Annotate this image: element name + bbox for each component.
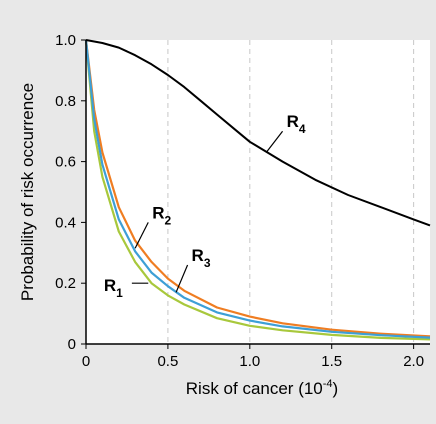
series-line-r4: [85, 39, 431, 227]
x-axis-title: Risk of cancer (10-4): [186, 378, 338, 398]
x-tick-label: 1.5: [321, 353, 342, 370]
x-axis-title-close: ): [333, 379, 339, 398]
x-tick-label: 0: [82, 353, 90, 370]
x-axis-title-exponent: -4: [323, 378, 333, 390]
series-line-r2: [84, 39, 431, 338]
axes: 0 0.2 0.4 0.6 0.8 1.0 0 0.5 1.0 1.5 2.0: [55, 32, 430, 370]
plot-area: [86, 40, 430, 344]
x-tick-label: 2.0: [403, 353, 424, 370]
series-line-r1: [84, 39, 431, 341]
x-tick-label: 0.5: [157, 353, 178, 370]
y-tick-label: 0.8: [55, 93, 76, 110]
y-tick-label: 0.6: [55, 154, 76, 171]
series-labels: R1 R2 R3 R4: [104, 112, 306, 300]
y-axis-title: Probability of risk occurrence: [18, 83, 37, 301]
label-leader-r4: [265, 130, 284, 153]
series-label-r4: R4: [287, 112, 306, 136]
x-tick-label: 1.0: [239, 353, 260, 370]
y-tick-label: 1.0: [55, 32, 76, 49]
label-leader-r2: [134, 222, 149, 249]
grid: [167, 40, 415, 344]
series-label-r2: R2: [152, 203, 171, 227]
x-axis-title-text: Risk of cancer (10: [186, 379, 323, 398]
y-tick-label: 0.4: [55, 214, 76, 231]
series-label-r3: R3: [192, 246, 211, 270]
label-leader-r3: [175, 264, 189, 293]
series-label-r1: R1: [104, 276, 123, 300]
y-tick-label: 0.2: [55, 275, 76, 292]
y-tick-label: 0: [68, 336, 76, 353]
